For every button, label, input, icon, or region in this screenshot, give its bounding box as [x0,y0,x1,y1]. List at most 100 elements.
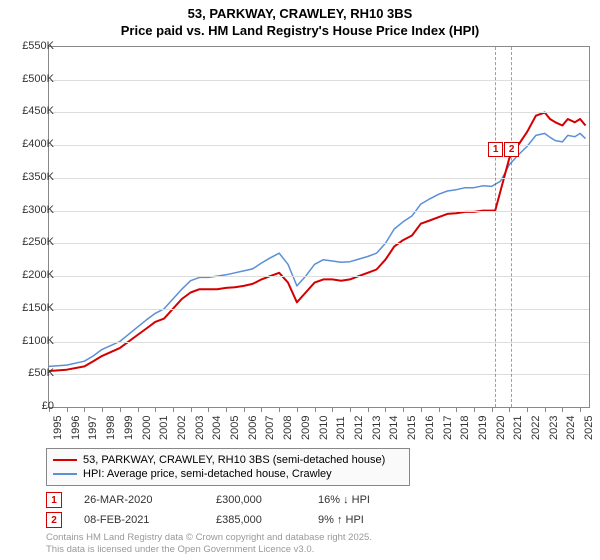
x-tick [138,407,139,412]
sale-marker-chart: 1 [488,142,503,157]
x-axis-label: 2024 [565,416,577,440]
x-axis-label: 2008 [282,416,294,440]
x-tick [385,407,386,412]
gridline [49,374,589,375]
x-axis-label: 2023 [548,416,560,440]
y-axis-label: £200K [22,269,54,281]
x-tick [456,407,457,412]
x-tick [580,407,581,412]
x-tick [492,407,493,412]
x-axis-label: 2025 [583,416,595,440]
sale-marker: 1 [46,492,62,508]
plot-area: 12 [48,46,590,408]
sale-marker-chart: 2 [504,142,519,157]
x-axis-label: 2016 [424,416,436,440]
legend: 53, PARKWAY, CRAWLEY, RH10 3BS (semi-det… [46,448,410,486]
legend-item: HPI: Average price, semi-detached house,… [53,467,403,481]
x-axis-label: 2020 [495,416,507,440]
gridline [49,112,589,113]
footer-line1: Contains HM Land Registry data © Crown c… [46,532,372,544]
sale-price: £385,000 [216,514,296,526]
y-axis-label: £250K [22,236,54,248]
sale-row: 208-FEB-2021£385,0009% ↑ HPI [46,512,364,528]
x-axis-label: 2002 [176,416,188,440]
x-tick [527,407,528,412]
x-axis-label: 2007 [264,416,276,440]
sale-marker: 2 [46,512,62,528]
gridline [49,211,589,212]
x-axis-label: 2010 [318,416,330,440]
x-axis-label: 1997 [87,416,99,440]
x-tick [368,407,369,412]
x-tick [297,407,298,412]
x-tick [173,407,174,412]
y-axis-label: £400K [22,138,54,150]
sale-date: 08-FEB-2021 [84,514,194,526]
series-line [49,133,586,366]
x-tick [332,407,333,412]
x-axis-label: 2004 [211,416,223,440]
x-tick [403,407,404,412]
x-axis-label: 1999 [123,416,135,440]
y-axis-label: £450K [22,105,54,117]
x-axis-label: 2009 [300,416,312,440]
x-axis-label: 2018 [459,416,471,440]
x-tick [244,407,245,412]
sale-date: 26-MAR-2020 [84,494,194,506]
chart-title-line2: Price paid vs. HM Land Registry's House … [0,23,600,38]
x-tick [315,407,316,412]
gridline [49,309,589,310]
x-tick [421,407,422,412]
x-tick [474,407,475,412]
gridline [49,80,589,81]
x-tick [191,407,192,412]
gridline [49,178,589,179]
legend-item: 53, PARKWAY, CRAWLEY, RH10 3BS (semi-det… [53,453,403,467]
sale-vline [495,47,496,407]
x-tick [562,407,563,412]
x-axis-label: 1996 [70,416,82,440]
x-axis-label: 2005 [229,416,241,440]
x-tick [155,407,156,412]
x-axis-label: 2006 [247,416,259,440]
x-tick [545,407,546,412]
footer-line2: This data is licensed under the Open Gov… [46,544,372,556]
sale-delta: 16% ↓ HPI [318,494,370,506]
x-tick [120,407,121,412]
sale-vline [511,47,512,407]
chart-svg [49,47,589,407]
legend-label: 53, PARKWAY, CRAWLEY, RH10 3BS (semi-det… [83,454,385,466]
legend-label: HPI: Average price, semi-detached house,… [83,468,332,480]
x-axis-label: 2017 [442,416,454,440]
x-axis-label: 2000 [141,416,153,440]
y-axis-label: £150K [22,302,54,314]
x-tick [226,407,227,412]
y-axis-label: £50K [28,367,54,379]
gridline [49,243,589,244]
x-axis-label: 2013 [371,416,383,440]
x-tick [261,407,262,412]
footer-text: Contains HM Land Registry data © Crown c… [46,532,372,556]
legend-swatch [53,473,77,475]
x-axis-label: 2022 [530,416,542,440]
x-axis-label: 2019 [477,416,489,440]
chart-title-line1: 53, PARKWAY, CRAWLEY, RH10 3BS [0,0,600,23]
y-axis-label: £350K [22,171,54,183]
x-axis-label: 2001 [158,416,170,440]
x-tick [208,407,209,412]
y-axis-label: £0 [42,400,54,412]
x-axis-label: 2015 [406,416,418,440]
legend-swatch [53,459,77,461]
x-axis-label: 1998 [105,416,117,440]
x-axis-label: 2014 [388,416,400,440]
x-axis-label: 1995 [52,416,64,440]
x-tick [350,407,351,412]
x-axis-label: 2021 [512,416,524,440]
y-axis-label: £550K [22,40,54,52]
x-tick [509,407,510,412]
y-axis-label: £300K [22,204,54,216]
sale-row: 126-MAR-2020£300,00016% ↓ HPI [46,492,370,508]
y-axis-label: £100K [22,335,54,347]
chart-container: 53, PARKWAY, CRAWLEY, RH10 3BS Price pai… [0,0,600,560]
gridline [49,276,589,277]
